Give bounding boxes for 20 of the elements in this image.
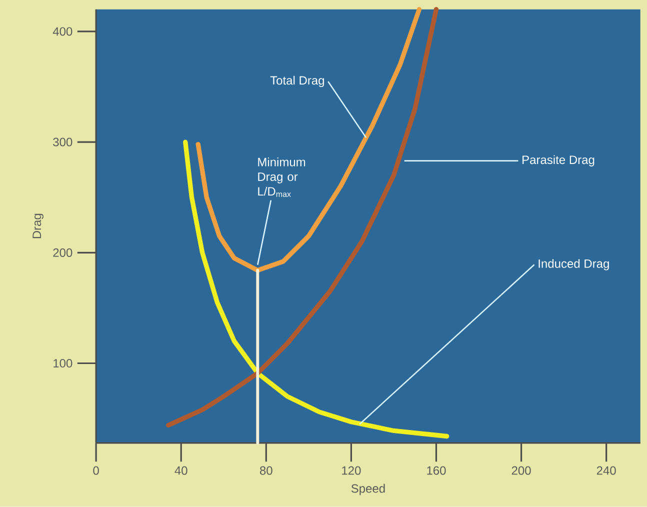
x-axis-title: Speed [351,484,385,496]
x-tick-label: 200 [512,466,531,475]
x-tick-label: 0 [93,466,99,475]
y-tick-label: 100 [54,359,72,368]
x-tick-label: 80 [260,466,272,475]
y-tick-label: 300 [53,138,72,146]
x-tick-label: 240 [596,466,616,475]
x-tick-label: 40 [174,466,188,475]
annotation: Total Drag [270,76,324,88]
annotation: Parasite Drag [522,155,594,166]
annotation: Minimum Drag or L/D$_{max}$ [258,158,306,197]
y-tick-label: 400 [52,27,72,36]
line-series [183,140,450,439]
annotation: Induced Drag [538,259,609,270]
line-series [196,7,422,273]
x-tick-label: 120 [342,466,361,475]
x-tick-label: 160 [427,466,446,475]
line-series [166,7,439,428]
y-axis-title: Drag [32,214,44,238]
y-tick-label: 200 [53,248,72,257]
